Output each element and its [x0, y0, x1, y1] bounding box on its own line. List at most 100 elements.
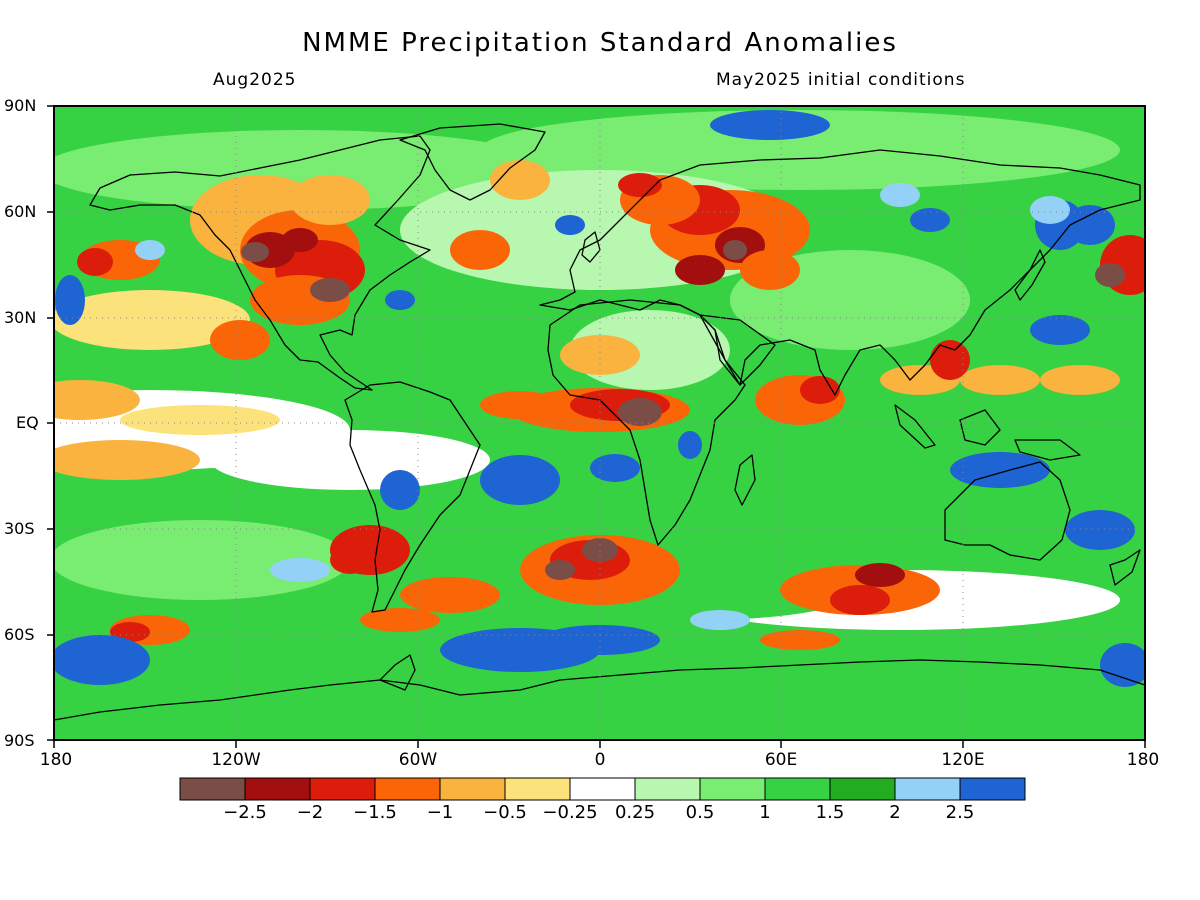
coast-greenland: [399, 123, 546, 201]
anomaly-patch: [480, 391, 560, 419]
anomaly-patch: [380, 470, 420, 510]
colorbar-tick-label: 2: [889, 802, 901, 823]
anomaly-patch: [54, 440, 200, 480]
anomaly-patch: [450, 230, 510, 270]
colorbar-tick-label: 1.5: [815, 802, 845, 823]
lon-label-60w: 60W: [398, 750, 438, 770]
coast-arabia: [699, 314, 776, 386]
coast-borneo: [959, 409, 1001, 446]
anomaly-patch: [960, 365, 1040, 395]
coast-japan: [1014, 249, 1046, 301]
lon-label-120e: 120E: [941, 750, 985, 770]
anomaly-patch: [560, 335, 640, 375]
colorbar-tick-label: −0.25: [542, 802, 598, 823]
coast-antarctic-peninsula: [379, 654, 416, 691]
colorbar-swatch: [439, 777, 506, 801]
colorbar-swatch: [829, 777, 896, 801]
anomaly-patch: [241, 242, 269, 262]
anomaly-patch: [1030, 315, 1090, 345]
anomaly-patch: [1030, 196, 1070, 224]
colorbar-swatch: [179, 777, 246, 801]
lat-label-30n: 30N: [4, 308, 37, 327]
anomaly-patch: [290, 175, 370, 225]
anomaly-field: [54, 110, 1145, 730]
initial-conditions: May2025 initial conditions: [716, 70, 966, 90]
colorbar-tick-label: −2.5: [223, 802, 267, 823]
anomaly-patch: [1095, 263, 1125, 287]
anomaly-patch: [723, 240, 747, 260]
anomaly-patch: [930, 340, 970, 380]
colorbar-swatch: [634, 777, 701, 801]
anomaly-patch: [77, 248, 113, 276]
anomaly-patch: [800, 376, 840, 404]
lon-label-120w: 120W: [211, 750, 261, 770]
coast-africa: [547, 299, 746, 546]
anomaly-patch: [270, 558, 330, 582]
anomaly-patch: [400, 577, 500, 613]
anomaly-patch: [360, 608, 440, 632]
anomaly-patch: [385, 290, 415, 310]
colorbar-tick-label: 0.5: [685, 802, 715, 823]
anomaly-patch: [545, 560, 575, 580]
anomaly-patch: [310, 278, 350, 302]
anomaly-patch: [710, 110, 830, 140]
colorbar-swatch: [309, 777, 376, 801]
lat-label-60n: 60N: [4, 202, 37, 221]
coast-new-guinea: [1014, 439, 1081, 461]
anomaly-patch: [330, 546, 370, 574]
anomaly-patch: [282, 228, 318, 252]
coast-sumatra: [894, 404, 936, 449]
colorbar-swatch: [569, 777, 636, 801]
anomaly-patch: [618, 398, 662, 426]
anomaly-patch: [1100, 643, 1145, 687]
coast-australia: [944, 461, 1071, 561]
anomaly-patch: [740, 250, 800, 290]
colorbar-tick-label: −2: [296, 802, 324, 823]
coast-north-america: [89, 135, 431, 391]
lat-label-60s: 60S: [4, 625, 35, 644]
gridlines: [54, 106, 1145, 740]
coast-eurasia: [539, 149, 1141, 396]
lat-label-30s: 30S: [4, 519, 35, 538]
colorbar-tick-label: −1: [426, 802, 454, 823]
anomaly-patch: [135, 240, 165, 260]
anomaly-patch: [120, 405, 280, 435]
colorbar-swatch: [504, 777, 571, 801]
lon-label-180e: 180: [1126, 750, 1160, 770]
anomaly-patch: [855, 563, 905, 587]
colorbar-swatch: [374, 777, 441, 801]
anomaly-patch: [54, 130, 560, 210]
anomaly-patch: [210, 320, 270, 360]
anomaly-patch: [590, 454, 640, 482]
anomaly-patch: [760, 630, 840, 650]
anomaly-patch: [830, 585, 890, 615]
coast-south-america: [344, 381, 481, 613]
anomaly-patch: [480, 110, 1120, 190]
colorbar: [179, 777, 1026, 801]
target-month: Aug2025: [213, 70, 297, 90]
anomaly-patch: [618, 173, 662, 197]
anomaly-patch: [55, 275, 85, 325]
anomaly-patch: [880, 183, 920, 207]
anomaly-patch: [54, 290, 250, 350]
colorbar-tick-label: 1: [759, 802, 771, 823]
colorbar-tick-label: −1.5: [353, 802, 397, 823]
colorbar-swatch: [894, 777, 961, 801]
coast-madagascar: [734, 454, 756, 506]
anomaly-patch: [1040, 365, 1120, 395]
anomaly-patch: [110, 622, 150, 642]
anomaly-patch: [480, 455, 560, 505]
anomaly-patch: [210, 430, 490, 490]
lon-label-60e: 60E: [764, 750, 798, 770]
colorbar-swatch: [764, 777, 831, 801]
anomaly-patch: [54, 635, 150, 685]
anomaly-patch: [555, 215, 585, 235]
anomaly-patch: [950, 452, 1050, 488]
anomaly-patch: [490, 160, 550, 200]
coast-uk: [581, 231, 601, 263]
anomaly-patch: [675, 255, 725, 285]
lat-label-90n: 90N: [4, 96, 37, 115]
anomaly-patch: [690, 610, 750, 630]
lon-label-0: 0: [594, 750, 606, 770]
colorbar-tick-label: 0.25: [614, 802, 656, 823]
